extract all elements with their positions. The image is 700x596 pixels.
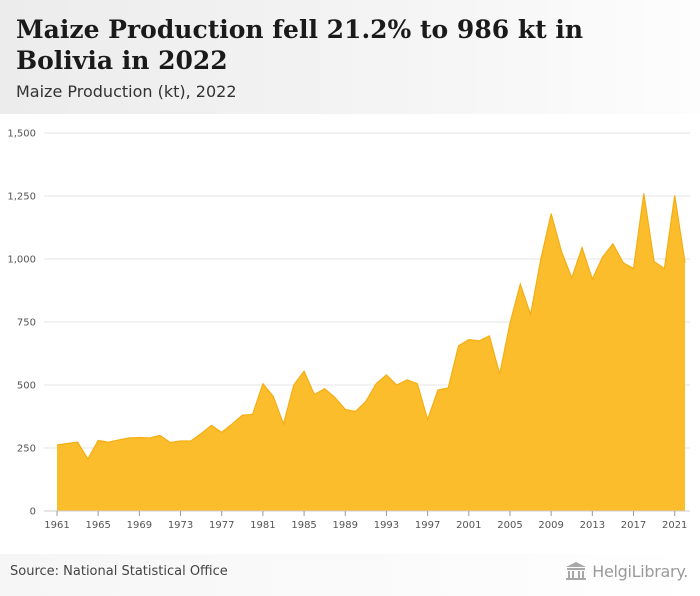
x-tick-label-1973: 1973 [168,520,193,531]
x-tick-label-2013: 2013 [580,520,605,531]
data-point-2021 [673,194,677,198]
chart-subtitle: Maize Production (kt), 2022 [16,82,237,101]
data-point-1986 [312,393,316,397]
x-tick-label-1965: 1965 [85,520,110,531]
data-point-1985 [302,369,306,373]
x-tick-label-1989: 1989 [333,520,358,531]
x-tick-label-2005: 2005 [497,520,522,531]
x-tick-label-2017: 2017 [621,520,646,531]
x-tick-label-1985: 1985 [291,520,316,531]
data-point-1989 [343,407,347,411]
data-point-1988 [333,396,337,400]
x-tick-label-1993: 1993 [374,520,399,531]
x-tick-label-2009: 2009 [538,520,563,531]
data-point-2019 [652,260,656,264]
data-point-1965 [96,438,100,442]
data-point-1969 [137,435,141,439]
data-point-2013 [590,277,594,281]
header: Maize Production fell 21.2% to 986 kt in… [0,0,700,114]
data-point-1984 [292,383,296,387]
x-tick-label-1981: 1981 [250,520,275,531]
brand-name: HelgiLibrary. [592,561,688,581]
x-tick-label-1961: 1961 [44,520,69,531]
data-point-2012 [580,246,584,250]
data-point-1979 [240,413,244,417]
data-point-1962 [65,441,69,445]
data-point-2016 [621,261,625,265]
data-point-1974 [189,439,193,443]
data-point-2014 [601,255,605,259]
data-point-1976 [209,423,213,427]
area-line [56,193,686,461]
data-point-1993 [384,373,388,377]
data-point-1972 [168,440,172,444]
y-tick-label-1250: 1,250 [7,192,36,203]
x-tick-label-1997: 1997 [415,520,440,531]
area-chart: 0 250 500 750 1,000 1,250 1,500 1961 1965 1969 197… [7,129,690,531]
data-point-2009 [549,212,553,216]
data-point-1990 [354,409,358,413]
data-point-2018 [642,191,646,195]
data-point-1983 [281,422,285,426]
y-tick-label-0: 0 [30,507,36,518]
axes: 0 250 500 750 1,000 1,250 1,500 1961 1965 1969 197… [7,129,690,531]
data-point-1980 [251,412,255,416]
data-point-1975 [199,432,203,436]
data-point-1998 [436,388,440,392]
y-tick-label-750: 750 [17,318,36,329]
data-point-2003 [487,334,491,338]
x-tick-label-2001: 2001 [456,520,481,531]
area-series [55,191,687,511]
data-point-2005 [508,321,512,325]
data-point-2022 [683,261,687,265]
data-point-1971 [158,433,162,437]
data-point-1995 [405,378,409,382]
data-point-2011 [570,276,574,280]
library-building-icon [566,562,587,580]
data-point-1977 [220,430,224,434]
x-tick-label-1969: 1969 [127,520,152,531]
data-point-2008 [539,257,543,261]
data-point-1996 [415,382,419,386]
data-point-2004 [498,372,502,376]
data-point-2000 [457,344,461,348]
footer: Source: National Statistical Office Helg… [0,554,700,596]
data-point-1966 [106,440,110,444]
data-point-1970 [148,436,152,440]
data-point-1992 [374,382,378,386]
data-point-1964 [86,457,90,461]
data-point-1982 [271,394,275,398]
data-point-1968 [127,436,131,440]
data-point-1967 [117,438,121,442]
area-fill [57,193,685,511]
data-point-1997 [426,418,430,422]
brand-logo[interactable]: HelgiLibrary. [565,561,688,581]
y-tick-label-250: 250 [17,444,36,455]
y-tick-label-1500: 1,500 [7,129,36,140]
chart-title: Maize Production fell 21.2% to 986 kt in… [16,15,584,75]
data-point-2020 [662,267,666,271]
data-point-1973 [179,439,183,443]
data-point-1991 [364,399,368,403]
y-tick-label-1000: 1,000 [7,255,36,266]
x-tick-label-1977: 1977 [209,520,234,531]
data-point-1961 [55,443,59,447]
y-tick-label-500: 500 [17,381,36,392]
data-point-2007 [529,312,533,316]
data-point-1978 [230,422,234,426]
data-point-2017 [632,267,636,271]
data-point-2015 [611,242,615,246]
data-point-1963 [76,440,80,444]
data-point-2010 [559,249,563,253]
x-tick-label-2021: 2021 [662,520,687,531]
data-point-2002 [477,339,481,343]
data-point-2001 [467,338,471,342]
source-text: Source: National Statistical Office [10,564,228,579]
data-point-1987 [323,387,327,391]
data-point-1994 [395,383,399,387]
data-point-2006 [518,282,522,286]
data-point-1999 [446,386,450,390]
data-point-1981 [261,382,265,386]
